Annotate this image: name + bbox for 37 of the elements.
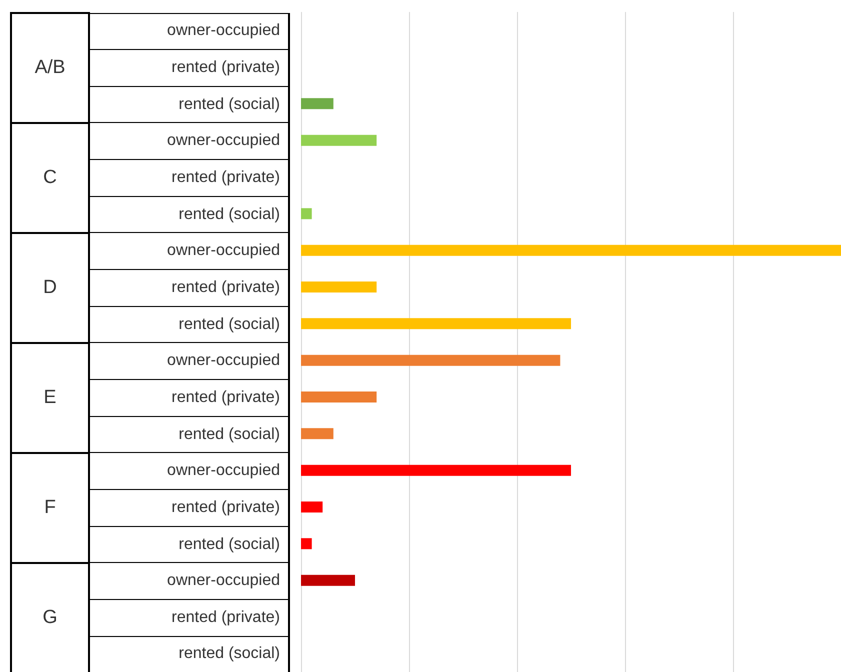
bar (301, 282, 377, 292)
y-tick-label: owner-occupied (89, 452, 289, 490)
y-tick-label: rented (social) (89, 526, 289, 563)
y-tick-label: rented (private) (89, 160, 289, 196)
y-tick-label: rented (social) (89, 196, 289, 233)
y-tick-label: rented (private) (89, 380, 289, 416)
y-tick-label: rented (social) (89, 636, 289, 672)
bar (301, 208, 312, 220)
bar (301, 428, 334, 440)
text: A/B (11, 13, 89, 123)
y-tick-label: rented (private) (89, 270, 289, 306)
y-tick-label: owner-occupied (89, 232, 289, 270)
y-tick-label: rented (social) (89, 86, 289, 123)
y-tick-label: owner-occupied (89, 562, 289, 600)
y-tick-label: owner-occupied (89, 342, 289, 380)
bar (301, 244, 841, 256)
y-tick-label: rented (social) (89, 416, 289, 453)
bar (301, 318, 571, 330)
text: E (11, 342, 89, 453)
bar (301, 464, 571, 476)
y-tick-label: owner-occupied (89, 122, 289, 160)
y-tick-label: rented (social) (89, 306, 289, 343)
text: D (11, 232, 89, 343)
bar (301, 98, 334, 110)
bar (301, 392, 377, 402)
y-tick-label: rented (private) (89, 490, 289, 526)
y-tick-label: rented (private) (89, 50, 289, 86)
bar (301, 574, 355, 586)
text: F (11, 452, 89, 563)
bar (301, 502, 323, 512)
y-tick-label: rented (private) (89, 600, 289, 636)
text: C (11, 122, 89, 233)
bar (301, 134, 377, 146)
bar (301, 354, 560, 366)
text: G (11, 562, 89, 672)
bar (301, 538, 312, 550)
y-tick-label: owner-occupied (89, 13, 289, 50)
